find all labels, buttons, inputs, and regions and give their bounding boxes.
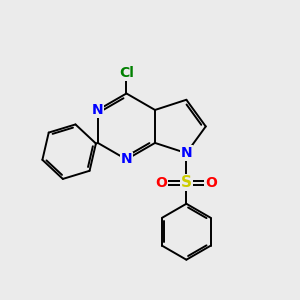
Text: N: N	[121, 152, 132, 167]
Text: N: N	[181, 146, 192, 160]
Text: O: O	[205, 176, 217, 190]
Text: Cl: Cl	[119, 66, 134, 80]
Text: S: S	[181, 175, 192, 190]
Text: O: O	[156, 176, 168, 190]
Text: N: N	[92, 103, 104, 117]
